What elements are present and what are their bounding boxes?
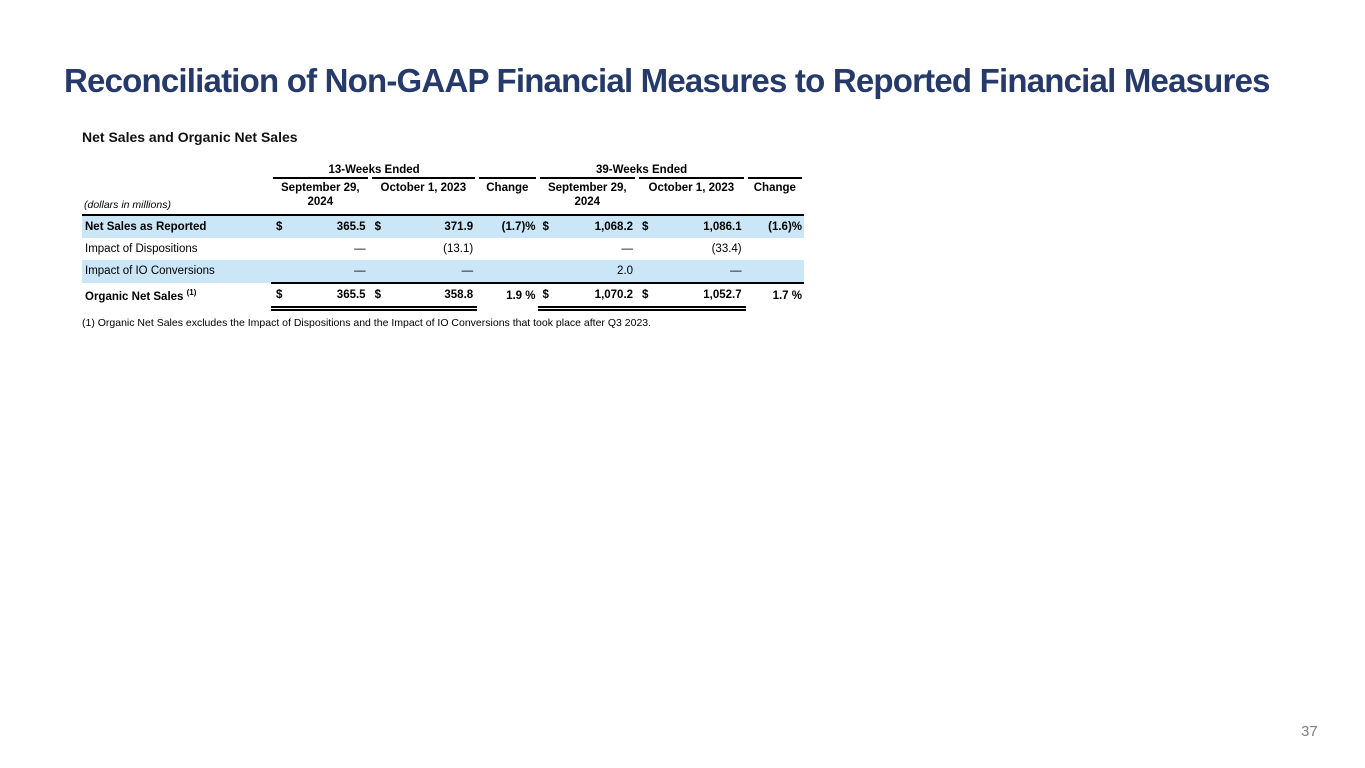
amount-cell: $358.8	[369, 282, 478, 311]
amount-cell: $365.5	[271, 282, 370, 311]
group-header-spacer	[746, 162, 804, 177]
col-header: October 1, 2023	[369, 177, 478, 216]
amount-cell: (33.4)	[711, 242, 742, 255]
row-label: Impact of Dispositions	[85, 242, 198, 255]
group-header-spacer	[477, 162, 537, 177]
change-cell	[746, 238, 804, 260]
change-cell: (1.7)%	[477, 214, 538, 238]
amount-cell: $1,052.7	[637, 282, 746, 311]
col-header: October 1, 2023	[637, 177, 746, 216]
change-cell	[477, 259, 538, 284]
table-footnote: (1) Organic Net Sales excludes the Impac…	[82, 316, 652, 329]
amount-cell: $371.9	[369, 214, 478, 238]
table-column-header-row: (dollars in millions) September 29, 2024…	[82, 177, 804, 216]
section-subtitle: Net Sales and Organic Net Sales	[82, 129, 298, 145]
amount-cell: $1,086.1	[637, 214, 746, 238]
amount-cell: —	[621, 242, 634, 255]
amount-cell: 2.0	[537, 259, 638, 284]
change-cell	[745, 259, 804, 284]
amount-cell: —	[369, 259, 478, 284]
amount-cell: $1,068.2	[537, 214, 638, 238]
amount-cell: —	[271, 259, 370, 284]
amount-cell: (13.1)	[443, 242, 474, 255]
row-label: Organic Net Sales (1)	[85, 287, 197, 303]
group-header-13-weeks: 13-Weeks Ended	[328, 164, 420, 176]
change-cell: 1.7 %	[772, 289, 802, 302]
net-sales-table: 13-Weeks Ended 39-Weeks Ended (dollars i…	[82, 162, 804, 311]
col-header: Change	[477, 177, 538, 216]
col-header: September 29, 2024	[537, 177, 638, 216]
change-cell: (1.6)%	[745, 214, 804, 238]
content-block: Net Sales and Organic Net Sales 13-Weeks…	[82, 129, 804, 329]
amount-cell: $365.5	[271, 214, 370, 238]
amount-cell: —	[637, 259, 746, 284]
group-header-39-weeks: 39-Weeks Ended	[595, 164, 688, 176]
col-header: September 29, 2024	[271, 177, 370, 216]
page-title: Reconciliation of Non-GAAP Financial Mea…	[64, 62, 1271, 99]
amount-cell: —	[354, 242, 366, 255]
group-header-spacer	[82, 162, 271, 177]
change-cell	[477, 238, 537, 260]
corner-label: (dollars in millions)	[82, 177, 272, 216]
amount-cell: $1,070.2	[537, 282, 638, 311]
table-row: Organic Net Sales (1) $365.5 $358.8 1.9 …	[82, 282, 804, 311]
row-label: Net Sales as Reported	[82, 214, 272, 238]
row-label: Impact of IO Conversions	[82, 259, 272, 283]
page-number: 37	[1301, 723, 1318, 740]
change-cell: 1.9 %	[506, 289, 536, 302]
table-row: Impact of Dispositions — (13.1) — (33.4)	[82, 238, 804, 260]
col-header: Change	[745, 177, 804, 216]
table-row: Net Sales as Reported $365.5 $371.9 (1.7…	[82, 214, 804, 238]
footnote-marker: (1)	[186, 287, 197, 297]
table-row: Impact of IO Conversions — — 2.0 —	[82, 259, 804, 284]
table-group-header-row: 13-Weeks Ended 39-Weeks Ended	[82, 162, 804, 177]
